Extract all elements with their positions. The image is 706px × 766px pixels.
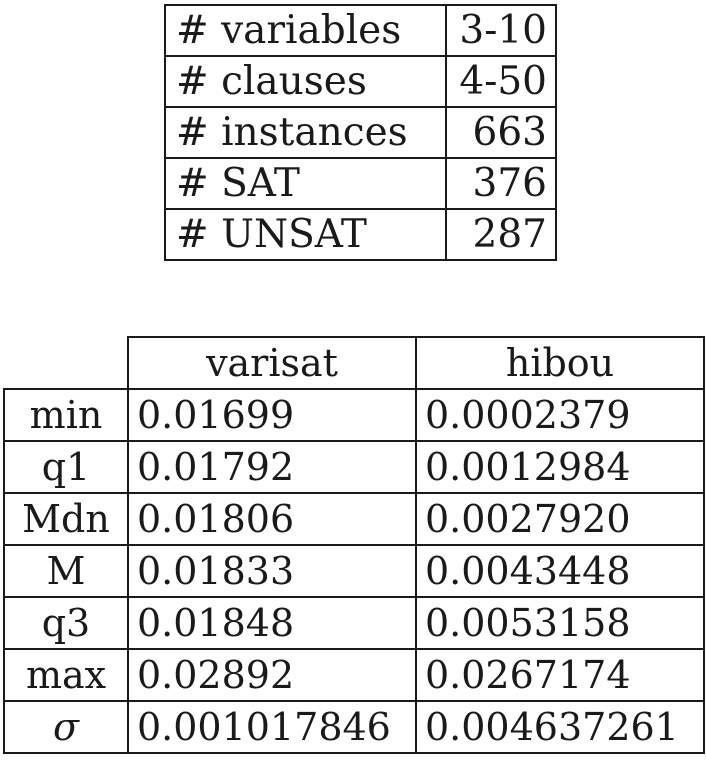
varisat-mean-value: 0.01833: [127, 544, 417, 598]
varisat-median-value: 0.01806: [127, 492, 417, 546]
column-header-varisat: varisat: [127, 336, 417, 390]
hibou-max-value: 0.0267174: [415, 648, 705, 702]
row-label-max: max: [3, 648, 129, 702]
empty-corner-cell: [4, 337, 129, 390]
summary-label-variables: # variables: [164, 4, 447, 57]
table-row: # SAT 376: [164, 157, 557, 210]
row-label-q3: q3: [3, 596, 129, 650]
summary-value-instances: 663: [445, 106, 557, 159]
varisat-min-value: 0.01699: [127, 388, 417, 442]
runtime-stats-table: varisat hibou min 0.01699 0.0002379 q1 0…: [3, 336, 705, 754]
varisat-max-value: 0.02892: [127, 648, 417, 702]
table-row: # instances 663: [164, 106, 557, 159]
table-row: max 0.02892 0.0267174: [3, 648, 705, 702]
hibou-median-value: 0.0027920: [415, 492, 705, 546]
table-header-row: varisat hibou: [4, 336, 705, 390]
summary-label-instances: # instances: [164, 106, 447, 159]
varisat-q1-value: 0.01792: [127, 440, 417, 494]
hibou-q3-value: 0.0053158: [415, 596, 705, 650]
hibou-std-dev-value: 0.004637261: [415, 700, 705, 754]
table-row: min 0.01699 0.0002379: [3, 388, 705, 442]
table-row: # UNSAT 287: [164, 208, 557, 261]
summary-value-variables: 3-10: [445, 4, 557, 57]
summary-label-unsat: # UNSAT: [164, 208, 447, 261]
hibou-min-value: 0.0002379: [415, 388, 705, 442]
hibou-mean-value: 0.0043448: [415, 544, 705, 598]
summary-value-sat: 376: [445, 157, 557, 210]
row-label-median: Mdn: [3, 492, 129, 546]
table-row: Mdn 0.01806 0.0027920: [3, 492, 705, 546]
table-row: q1 0.01792 0.0012984: [3, 440, 705, 494]
row-label-mean: M: [3, 544, 129, 598]
table-row: M 0.01833 0.0043448: [3, 544, 705, 598]
column-header-hibou: hibou: [415, 336, 705, 390]
summary-label-clauses: # clauses: [164, 55, 447, 108]
table-row: # variables 3-10: [164, 4, 557, 57]
instance-summary-table: # variables 3-10 # clauses 4-50 # instan…: [164, 4, 557, 261]
row-label-q1: q1: [3, 440, 129, 494]
table-row: σ 0.001017846 0.004637261: [3, 700, 705, 754]
table-row: # clauses 4-50: [164, 55, 557, 108]
row-label-min: min: [3, 388, 129, 442]
varisat-q3-value: 0.01848: [127, 596, 417, 650]
table-row: q3 0.01848 0.0053158: [3, 596, 705, 650]
varisat-std-dev-value: 0.001017846: [127, 700, 417, 754]
summary-value-clauses: 4-50: [445, 55, 557, 108]
summary-value-unsat: 287: [445, 208, 557, 261]
hibou-q1-value: 0.0012984: [415, 440, 705, 494]
summary-label-sat: # SAT: [164, 157, 447, 210]
row-label-std-dev: σ: [3, 700, 129, 754]
